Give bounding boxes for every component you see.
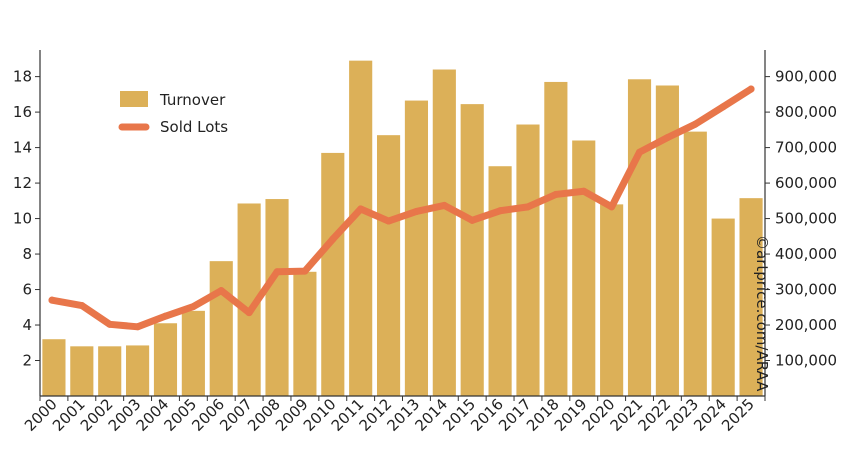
- bar-2019: [572, 140, 596, 396]
- bar-2017: [516, 124, 540, 397]
- sold-lots-point-2013: [412, 207, 420, 215]
- bar-2005: [181, 310, 205, 396]
- sold-lots-line: [48, 85, 755, 331]
- bar-2023: [683, 131, 707, 396]
- left-tick-label: 12: [13, 174, 32, 192]
- sold-lots-point-2008: [273, 268, 281, 276]
- sold-lots-point-2012: [385, 217, 393, 225]
- sold-lots-point-2015: [468, 216, 476, 224]
- bar-2018: [544, 81, 568, 396]
- sold-lots-point-2011: [357, 205, 365, 213]
- bar-2025: [739, 198, 763, 396]
- bar-2001: [70, 346, 94, 396]
- sold-lots-point-2016: [496, 207, 504, 215]
- credit-text: ©artprice.com/ARAA: [753, 235, 771, 392]
- bar-2003: [126, 345, 150, 396]
- sold-lots-point-2018: [552, 190, 560, 198]
- bar-2010: [321, 152, 345, 396]
- legend-turnover-label: Turnover: [159, 91, 226, 109]
- sold-lots-point-2003: [134, 323, 142, 331]
- sold-lots-point-2010: [329, 235, 337, 243]
- sold-lots-point-2022: [663, 134, 671, 142]
- sold-lots-point-2006: [217, 287, 225, 295]
- sold-lots-point-2002: [106, 320, 114, 328]
- right-tick-label: 100,000: [775, 352, 837, 370]
- sold-lots-point-2024: [719, 103, 727, 111]
- sold-lots-point-2017: [524, 203, 532, 211]
- right-tick-label: 700,000: [775, 139, 837, 157]
- left-tick-label: 8: [22, 245, 32, 263]
- sold-lots-line-layer: [48, 85, 755, 331]
- sold-lots-point-2023: [691, 120, 699, 128]
- left-tick-label: 4: [22, 316, 32, 334]
- right-tick-label: 400,000: [775, 245, 837, 263]
- bar-2020: [600, 204, 624, 396]
- sold-lots-point-2004: [161, 312, 169, 320]
- bar-2007: [237, 203, 261, 396]
- sold-lots-point-2007: [245, 309, 253, 317]
- bar-2008: [265, 199, 289, 396]
- bar-2022: [655, 85, 679, 397]
- bar-2004: [153, 323, 178, 396]
- bar-2024: [711, 218, 735, 396]
- bar-2012: [376, 135, 401, 397]
- bar-2006: [209, 261, 233, 396]
- sold-lots-point-2001: [78, 302, 86, 310]
- bar-2013: [404, 100, 429, 396]
- left-tick-label: 18: [13, 68, 32, 86]
- right-tick-label: 900,000: [775, 68, 837, 86]
- left-tick-label: 10: [13, 210, 32, 228]
- turnover-bars: [42, 60, 763, 397]
- left-tick-label: 2: [22, 352, 32, 370]
- bar-2009: [293, 271, 317, 396]
- sold-lots-point-2020: [608, 203, 616, 211]
- bar-2015: [460, 104, 484, 397]
- sold-lots-point-2025: [747, 85, 755, 93]
- bar-2000: [42, 339, 66, 396]
- right-tick-label: 800,000: [775, 103, 837, 121]
- sold-lots-point-2014: [440, 201, 448, 209]
- legend-turnover-swatch: [120, 91, 148, 107]
- bar-2021: [627, 79, 652, 396]
- bar-2011: [349, 60, 373, 397]
- left-tick-label: 6: [22, 281, 32, 299]
- left-tick-label: 16: [13, 103, 32, 121]
- bar-2016: [488, 166, 512, 396]
- bar-2014: [432, 69, 456, 397]
- right-tick-label: 600,000: [775, 174, 837, 192]
- left-tick-label: 14: [13, 139, 32, 157]
- bar-2002: [98, 346, 122, 396]
- sold-lots-point-2009: [301, 267, 309, 275]
- sold-lots-point-2021: [636, 148, 644, 156]
- legend-sold-lots-label: Sold Lots: [160, 118, 228, 136]
- sold-lots-point-2019: [580, 187, 588, 195]
- sold-lots-point-2000: [48, 296, 56, 304]
- sold-lots-point-2005: [189, 303, 197, 311]
- right-tick-label: 200,000: [775, 316, 837, 334]
- legend: Turnover Sold Lots: [118, 91, 228, 136]
- right-tick-label: 500,000: [775, 210, 837, 228]
- x-tick-label-2025: 2025: [718, 395, 758, 435]
- right-tick-label: 300,000: [775, 281, 837, 299]
